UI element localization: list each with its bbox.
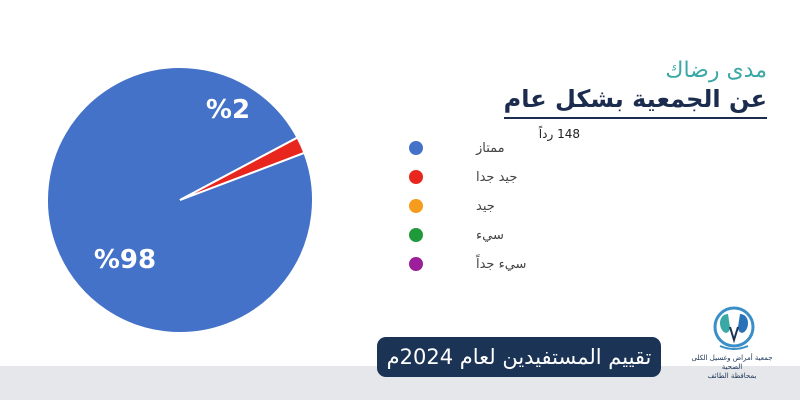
- chart-title: عن الجمعية بشكل عام: [503, 84, 767, 119]
- logo-line-2: بمحافظة الطائف: [707, 372, 757, 380]
- evaluation-banner: تقييم المستفيدين لعام 2024م: [377, 337, 661, 377]
- legend-label-5: سيء جداً: [476, 254, 527, 272]
- logo-line-1: جمعية أمراض وغسيل الكلى الصحية: [691, 354, 773, 371]
- pie-slice-2: [179, 136, 306, 201]
- legend-swatch-2: [409, 170, 423, 184]
- legend-label-2: جيد جدا: [476, 170, 517, 185]
- legend-swatch-1: [409, 141, 423, 155]
- responses-count: 148 رداً: [538, 127, 580, 141]
- slice-value-label-2: %2: [206, 95, 250, 125]
- legend-swatch-5: [409, 257, 423, 271]
- legend-label-3: جيد: [476, 199, 495, 214]
- legend-label-1: ممتاز: [475, 141, 505, 156]
- slice-value-label-1: %98: [94, 245, 156, 275]
- chart-subtitle: مدى رضاك: [665, 58, 767, 83]
- legend-swatch-3: [409, 199, 423, 213]
- kidney-logo-icon: [713, 306, 755, 350]
- logo-caption: جمعية أمراض وغسيل الكلى الصحية بمحافظة ا…: [684, 354, 780, 381]
- chart-heading: مدى رضاك عن الجمعية بشكل عام: [503, 58, 767, 119]
- legend-swatch-4: [409, 228, 423, 242]
- legend-label-4: سيء: [476, 228, 504, 243]
